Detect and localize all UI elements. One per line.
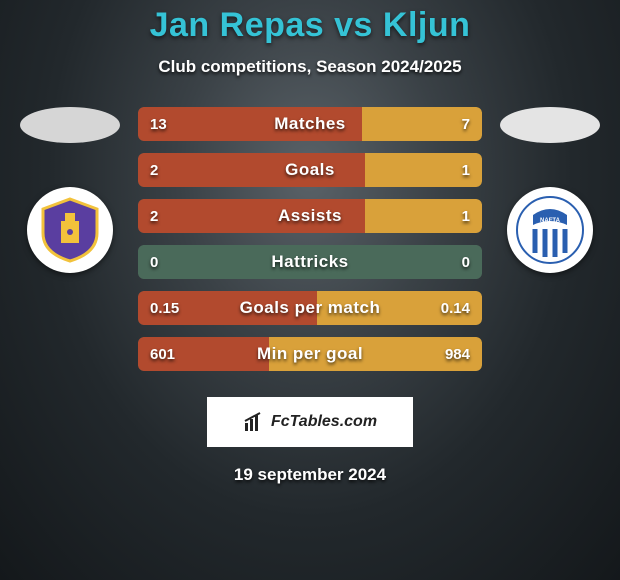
brand-box: FcTables.com xyxy=(207,397,413,447)
stat-label: Goals xyxy=(138,153,482,187)
player-left-avatar xyxy=(20,107,120,143)
subtitle: Club competitions, Season 2024/2025 xyxy=(0,57,620,77)
player-right-col: NAFTA xyxy=(490,107,610,273)
stat-bar: 21Assists xyxy=(138,199,482,233)
stat-label: Hattricks xyxy=(138,245,482,279)
stat-bar: 137Matches xyxy=(138,107,482,141)
maribor-shield-icon xyxy=(35,195,105,265)
fctables-logo-icon xyxy=(243,411,265,433)
brand-text: FcTables.com xyxy=(271,413,377,431)
club-badge-right: NAFTA xyxy=(507,187,593,273)
stat-label: Min per goal xyxy=(138,337,482,371)
stat-label: Goals per match xyxy=(138,291,482,325)
page-title: Jan Repas vs Kljun xyxy=(0,0,620,45)
comparison-row: 137Matches 21Goals 21Assists 00Hattricks 0.1… xyxy=(0,107,620,383)
stat-bar: 21Goals xyxy=(138,153,482,187)
stat-bar: 00Hattricks xyxy=(138,245,482,279)
footer-date: 19 september 2024 xyxy=(0,465,620,485)
stats-column: 137Matches 21Goals 21Assists 00Hattricks 0.1… xyxy=(130,107,490,383)
player-left-col xyxy=(10,107,130,273)
stat-label: Assists xyxy=(138,199,482,233)
svg-text:NAFTA: NAFTA xyxy=(540,218,561,224)
nafta-badge-icon: NAFTA xyxy=(515,195,585,265)
stat-bar: 601984Min per goal xyxy=(138,337,482,371)
stat-label: Matches xyxy=(138,107,482,141)
player-right-avatar xyxy=(500,107,600,143)
club-badge-left xyxy=(27,187,113,273)
stat-bar: 0.150.14Goals per match xyxy=(138,291,482,325)
